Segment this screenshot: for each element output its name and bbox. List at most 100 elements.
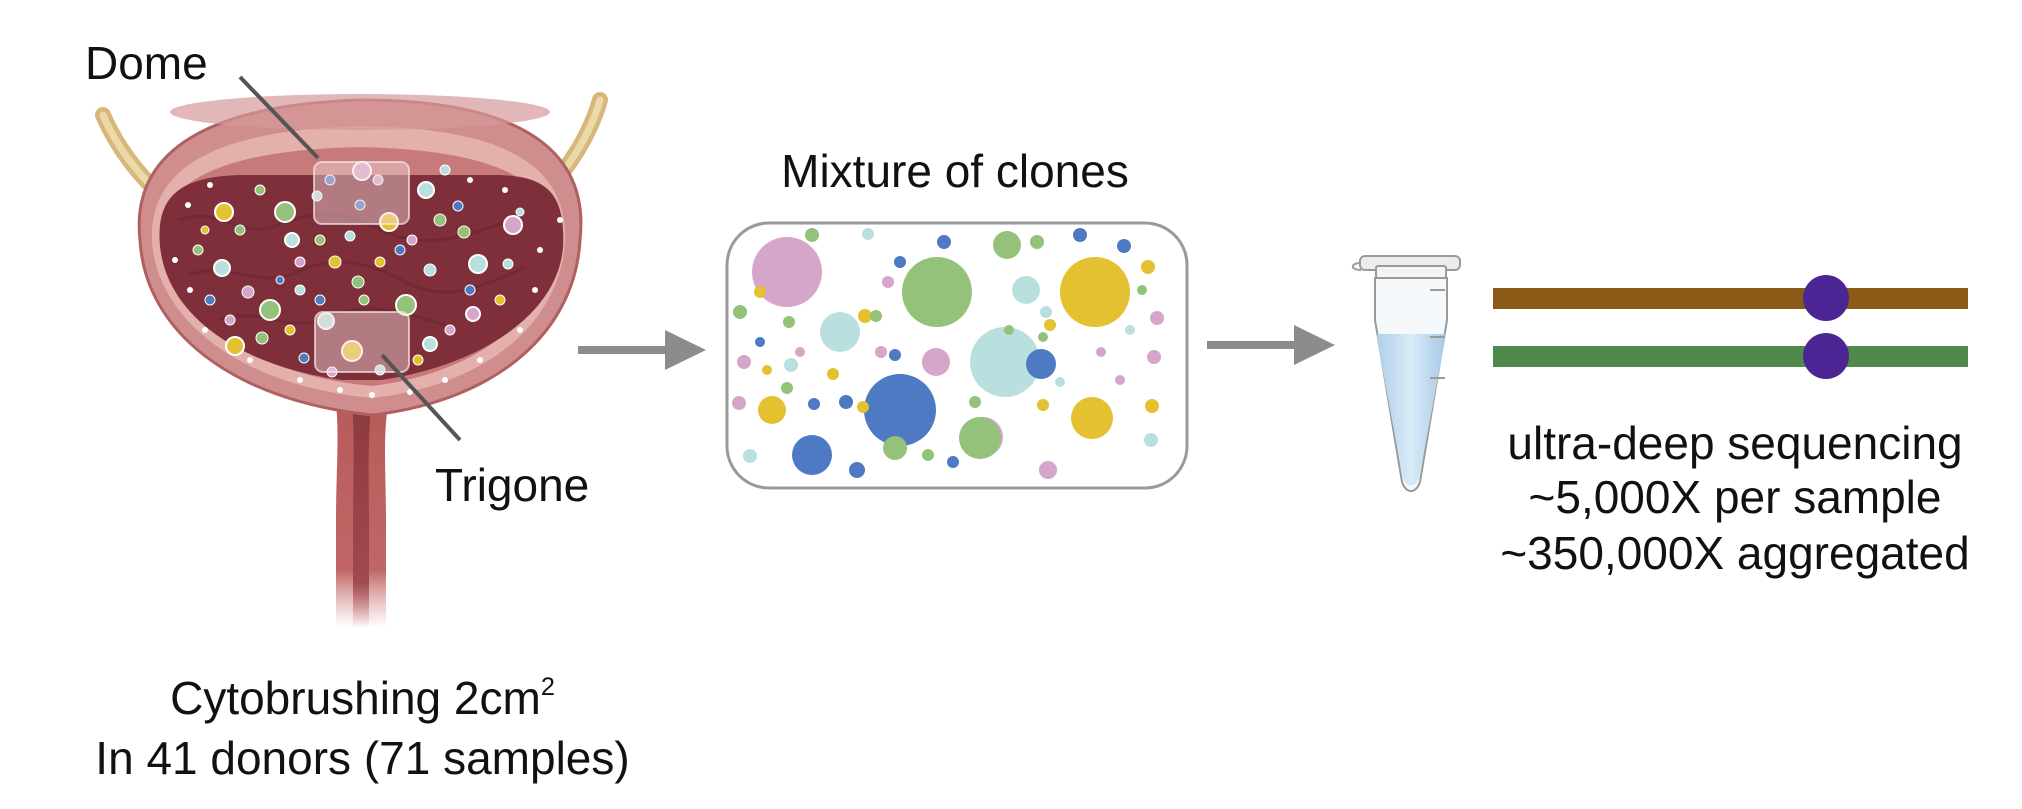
clone-29 bbox=[1147, 350, 1161, 364]
clone-mixture-box bbox=[725, 221, 1189, 490]
bladder-white-dot-15 bbox=[407, 389, 413, 395]
bladder-cell-5 bbox=[503, 215, 523, 235]
bladder-cell-39 bbox=[324, 174, 336, 186]
trigone-leader-line bbox=[380, 353, 462, 442]
sequencing-line3: ~350,000X aggregated bbox=[1500, 527, 1970, 579]
bladder-cell-7 bbox=[468, 254, 488, 274]
sequencing-reads bbox=[1493, 275, 1968, 379]
clone-41 bbox=[839, 395, 853, 409]
sample-tube-icon bbox=[1351, 255, 1461, 492]
bladder-cell-27 bbox=[394, 244, 406, 256]
bladder-cell-53 bbox=[314, 294, 326, 306]
dome-leader-line bbox=[238, 75, 320, 160]
trigone-label: Trigone bbox=[435, 459, 590, 511]
clone-34 bbox=[732, 396, 746, 410]
clone-44 bbox=[870, 310, 882, 322]
bladder-cell-30 bbox=[204, 294, 216, 306]
read-bar-1 bbox=[1493, 288, 1968, 309]
clone-dots bbox=[732, 228, 1164, 479]
clone-17 bbox=[758, 396, 786, 424]
urethra bbox=[335, 395, 390, 628]
clone-38 bbox=[784, 358, 798, 372]
bladder-cell-9 bbox=[259, 299, 281, 321]
bladder-cell-20 bbox=[241, 285, 255, 299]
bladder-cell-8 bbox=[213, 259, 231, 277]
clone-49 bbox=[947, 456, 959, 468]
caption-superscript: 2 bbox=[540, 673, 555, 702]
bladder-cell-15 bbox=[465, 306, 481, 322]
clone-35 bbox=[743, 449, 757, 463]
clone-57 bbox=[1038, 332, 1048, 342]
clone-63 bbox=[1115, 375, 1125, 385]
bladder-white-dot-7 bbox=[187, 287, 193, 293]
clone-25 bbox=[1073, 228, 1087, 242]
clone-11 bbox=[792, 435, 832, 475]
clone-60 bbox=[795, 347, 805, 357]
bladder-cell-32 bbox=[464, 284, 476, 296]
clone-46 bbox=[889, 349, 901, 361]
bladder-cell-41 bbox=[275, 275, 285, 285]
clone-32 bbox=[733, 305, 747, 319]
bladder-cell-19 bbox=[294, 256, 306, 268]
clone-31 bbox=[1144, 433, 1158, 447]
clone-58 bbox=[1055, 377, 1065, 387]
bladder-cell-38 bbox=[372, 174, 384, 186]
bladder-cell-34 bbox=[224, 314, 236, 326]
bladder-cell-22 bbox=[502, 258, 514, 270]
bladder-cell-40 bbox=[294, 284, 306, 296]
bladder-white-dot-16 bbox=[517, 327, 523, 333]
clones-title: Mixture of clones bbox=[781, 145, 1129, 197]
bladder-cell-42 bbox=[406, 234, 418, 246]
bladder-cell-4 bbox=[417, 181, 435, 199]
bladder-cell-43 bbox=[452, 200, 464, 212]
clone-51 bbox=[969, 396, 981, 408]
bladder-cell-17 bbox=[328, 255, 342, 269]
bladder-cell-21 bbox=[423, 263, 437, 277]
clone-52 bbox=[1037, 399, 1049, 411]
bladder-cell-54 bbox=[284, 324, 296, 336]
clone-30 bbox=[1145, 399, 1159, 413]
bladder-cell-25 bbox=[254, 184, 266, 196]
clone-2 bbox=[902, 257, 972, 327]
clone-14 bbox=[922, 348, 950, 376]
clone-40 bbox=[808, 398, 820, 410]
clone-55 bbox=[882, 276, 894, 288]
bladder-caption-line2: In 41 donors (71 samples) bbox=[95, 732, 630, 784]
clone-1 bbox=[752, 237, 822, 307]
clone-20 bbox=[1039, 461, 1057, 479]
bladder-cell-52 bbox=[358, 294, 370, 306]
dome-sample-patch bbox=[313, 161, 410, 225]
clone-6 bbox=[820, 312, 860, 352]
clone-53 bbox=[1044, 319, 1056, 331]
bladder-cell-51 bbox=[344, 230, 356, 242]
bladder-cell-1 bbox=[274, 201, 296, 223]
clone-15 bbox=[1012, 276, 1040, 304]
bladder-white-dot-3 bbox=[467, 177, 473, 183]
bladder-cell-55 bbox=[444, 324, 456, 336]
clone-33 bbox=[737, 355, 751, 369]
bladder-white-dot-12 bbox=[247, 357, 253, 363]
clone-48 bbox=[827, 368, 839, 380]
clone-22 bbox=[862, 228, 874, 240]
clone-24 bbox=[1030, 235, 1044, 249]
bladder-cell-6 bbox=[379, 212, 399, 232]
bladder-white-dot-6 bbox=[532, 287, 538, 293]
clone-56 bbox=[1040, 306, 1052, 318]
bladder-white-dot-5 bbox=[537, 247, 543, 253]
clone-3 bbox=[1060, 257, 1130, 327]
clone-7 bbox=[1071, 397, 1113, 439]
clone-4 bbox=[970, 327, 1040, 397]
bladder-white-dot-10 bbox=[442, 377, 448, 383]
bladder-cell-18 bbox=[351, 275, 365, 289]
clone-12 bbox=[959, 417, 1001, 459]
clone-19 bbox=[849, 462, 865, 478]
read-bar-2 bbox=[1493, 346, 1968, 367]
bladder-cell-14 bbox=[341, 340, 363, 362]
bladder-cell-44 bbox=[515, 207, 525, 217]
variant-dot-2 bbox=[1803, 333, 1849, 379]
bladder-cell-12 bbox=[225, 336, 245, 356]
variant-dot-1 bbox=[1803, 275, 1849, 321]
clone-39 bbox=[781, 382, 793, 394]
bladder-white-dot-9 bbox=[477, 357, 483, 363]
